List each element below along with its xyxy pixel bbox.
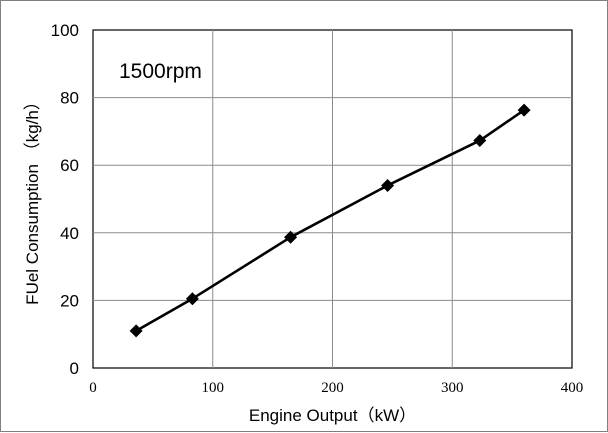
series-line	[135, 109, 525, 332]
x-tick-label: 200	[321, 380, 344, 396]
x-tick-label: 100	[202, 380, 225, 396]
data-point-marker	[473, 134, 487, 148]
data-point-marker	[381, 178, 395, 192]
x-tick-label: 300	[441, 380, 464, 396]
y-tick-label: 20	[60, 291, 79, 310]
gridlines	[93, 30, 572, 368]
tick-labels: 0 20 40 60 80 100 0 100 200 300 400	[51, 21, 584, 396]
x-tick-label: 400	[561, 380, 584, 396]
y-tick-label: 40	[60, 224, 79, 243]
chart-annotation: 1500rpm	[119, 60, 202, 83]
data-point-marker	[129, 324, 143, 338]
y-tick-label: 0	[70, 359, 79, 378]
data-series	[129, 103, 531, 338]
x-tick-label: 0	[89, 380, 97, 396]
y-tick-label: 80	[60, 89, 79, 108]
y-tick-label: 100	[51, 21, 79, 40]
y-axis-label: FUel Consumption （kg/h）	[23, 93, 42, 305]
data-point-marker	[284, 230, 298, 244]
x-axis-label: Engine Output（kW）	[249, 406, 416, 425]
data-point-marker	[517, 103, 531, 117]
y-tick-label: 60	[60, 156, 79, 175]
data-point-marker	[185, 292, 199, 306]
